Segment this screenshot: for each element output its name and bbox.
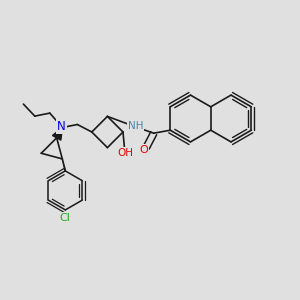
Text: O: O [140, 145, 148, 155]
Text: OH: OH [117, 148, 133, 158]
Text: NH: NH [128, 121, 143, 131]
Text: N: N [57, 120, 66, 134]
Polygon shape [52, 128, 62, 140]
Text: Cl: Cl [60, 213, 71, 223]
